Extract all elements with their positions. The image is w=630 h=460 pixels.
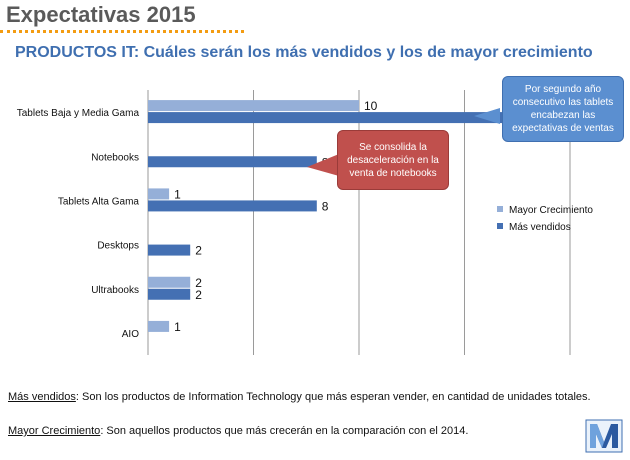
bar <box>148 156 317 168</box>
legend-swatch <box>497 206 503 212</box>
legend-swatch <box>497 223 503 229</box>
bar-value-label: 10 <box>364 99 378 113</box>
slide-title: Expectativas 2015 <box>6 2 196 27</box>
bar <box>148 200 317 212</box>
definition-term: Mayor Crecimiento <box>8 425 101 437</box>
callout-tablets: Por segundo año consecutivo las tablets … <box>502 76 624 142</box>
category-label: AIO <box>122 329 139 340</box>
definition-separator: : <box>75 391 79 403</box>
legend-label: Más vendidos <box>509 222 571 233</box>
callout-notebooks: Se consolida la desaceleración en la ven… <box>337 130 449 190</box>
definition-mayor-crecimiento: Mayor Crecimiento: Son aquellos producto… <box>8 425 468 437</box>
definition-text: Son los productos de Information Technol… <box>78 391 591 403</box>
callout-blue-pointer <box>474 108 500 124</box>
bar-value-label: 2 <box>195 244 202 258</box>
definition-term: Más vendidos <box>8 391 76 403</box>
bar <box>148 244 191 256</box>
definition-mas-vendidos: Más vendidos: Son los productos de Infor… <box>8 391 591 403</box>
bar <box>148 288 191 300</box>
category-label: Notebooks <box>91 152 139 163</box>
bar <box>148 320 170 332</box>
category-label: Ultrabooks <box>91 285 139 296</box>
bar <box>148 276 191 288</box>
category-label: Tablets Alta Gama <box>58 196 140 207</box>
title-underline <box>0 30 244 33</box>
bar-chart: Tablets Baja y Media Gama1019Notebooks8T… <box>17 90 593 355</box>
definition-text: Son aquellos productos que más crecerán … <box>103 425 469 437</box>
definition-separator: : <box>100 425 104 437</box>
category-label: Desktops <box>97 241 139 252</box>
bar <box>148 188 170 200</box>
category-label: Tablets Baja y Media Gama <box>17 108 140 119</box>
bar-value-label: 2 <box>195 276 202 290</box>
company-logo <box>585 419 623 453</box>
callout-red-pointer <box>307 154 339 176</box>
slide-subtitle: PRODUCTOS IT: Cuáles serán los más vendi… <box>15 44 593 61</box>
bar <box>148 100 359 112</box>
bar-value-label: 8 <box>322 199 329 213</box>
bar <box>148 112 549 124</box>
bar-value-label: 1 <box>174 320 181 334</box>
legend-label: Mayor Crecimiento <box>509 205 593 216</box>
bar-value-label: 1 <box>174 187 181 201</box>
bar-value-label: 2 <box>195 288 202 302</box>
